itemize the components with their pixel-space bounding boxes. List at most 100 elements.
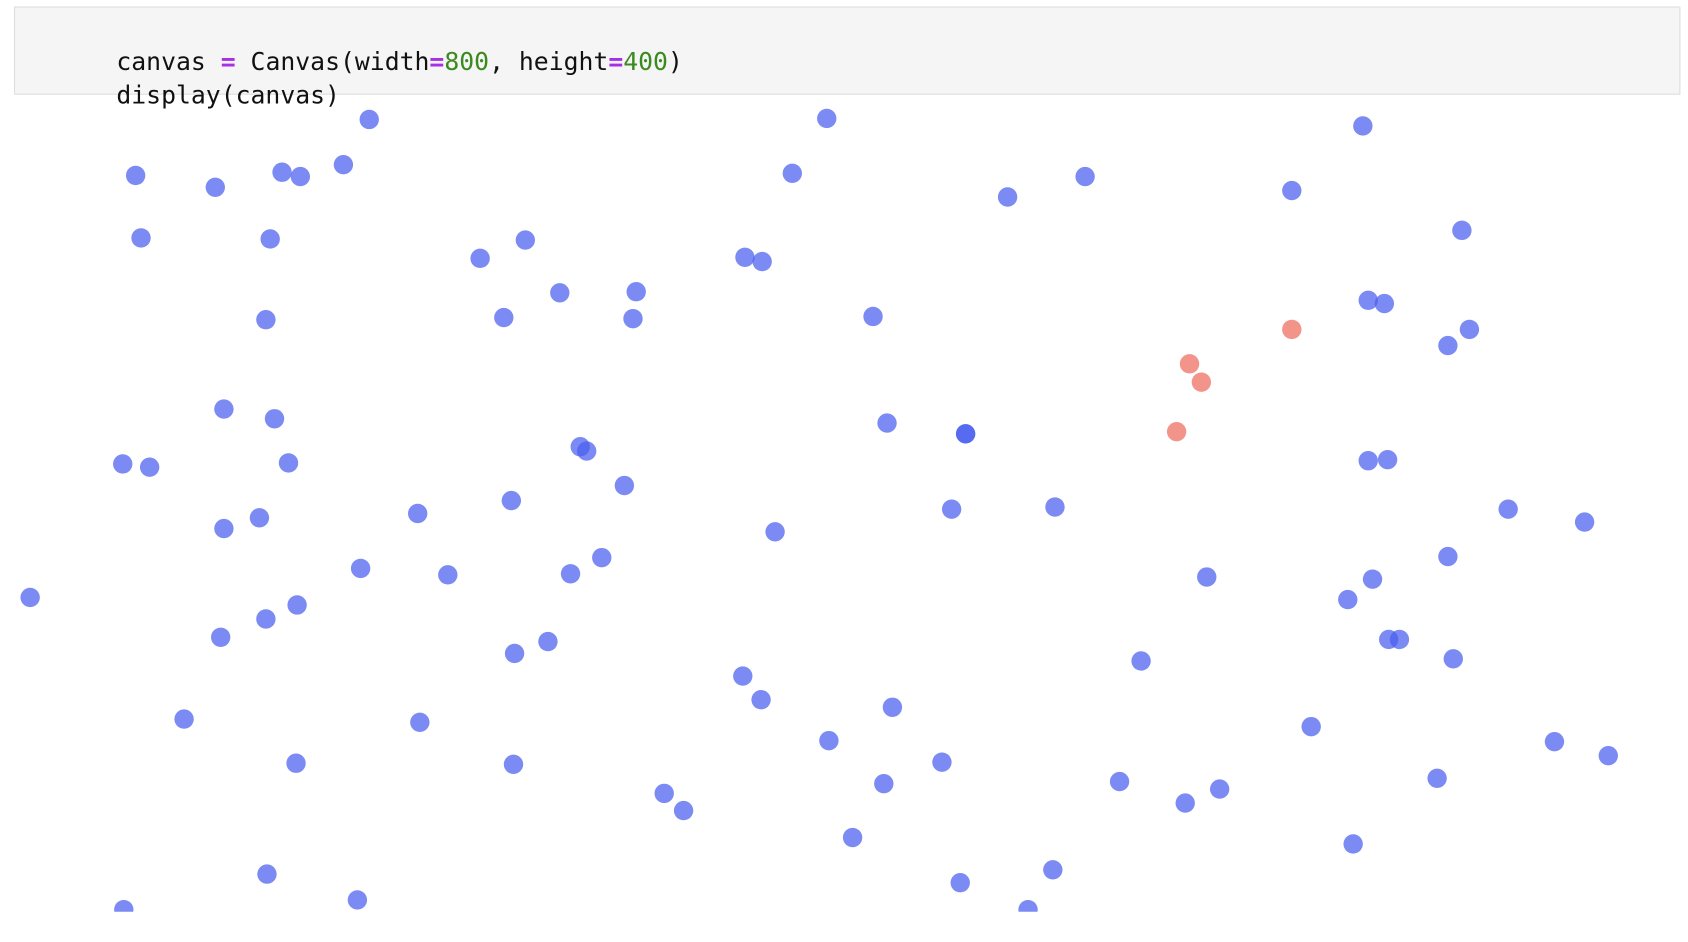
dot: [1282, 319, 1302, 340]
dot: [882, 697, 903, 717]
dot: [1438, 335, 1458, 356]
dot: [782, 163, 802, 184]
dot: [438, 565, 458, 585]
dot: [125, 165, 146, 186]
dot: [550, 283, 570, 303]
dot: [1109, 771, 1130, 792]
code-token: ): [667, 48, 683, 77]
dot: [626, 282, 646, 302]
dot: [1343, 834, 1363, 854]
code-line: canvas = Canvas(width=800, height=400): [27, 20, 683, 104]
dot: [515, 230, 536, 250]
dot: [673, 800, 694, 821]
dot: [733, 666, 753, 686]
dot: [256, 609, 276, 629]
dot: [113, 454, 133, 474]
dot: [1377, 449, 1398, 470]
dot: [1197, 567, 1217, 587]
dot: [1043, 860, 1063, 880]
code-token: Canvas(width: [235, 48, 430, 77]
dot: [842, 827, 863, 848]
dot: [1075, 166, 1095, 187]
code-token: =: [429, 48, 445, 77]
dot: [210, 627, 231, 647]
dot: [257, 864, 277, 884]
dot: [1452, 220, 1472, 241]
dot: [538, 631, 558, 652]
dot: [1209, 779, 1230, 799]
dot: [407, 503, 428, 524]
dot: [751, 690, 771, 710]
code-token: =: [220, 48, 236, 77]
code-cell[interactable]: canvas = Canvas(width=800, height=400) d…: [13, 6, 1681, 110]
dot: [614, 475, 635, 496]
code-token: , height: [489, 48, 609, 77]
dot: [1438, 546, 1458, 567]
dot: [932, 752, 952, 772]
dot: [501, 490, 522, 511]
dot: [139, 457, 160, 477]
dot: [350, 558, 371, 579]
dot: [863, 306, 883, 327]
dot: [1301, 716, 1321, 737]
dot: [1362, 569, 1383, 589]
dot: [1282, 180, 1302, 201]
dot: [1459, 319, 1480, 340]
dot: [874, 774, 894, 794]
code-token: =: [608, 48, 624, 77]
dot: [1175, 793, 1195, 813]
dot: [735, 247, 755, 267]
dot: [287, 595, 307, 615]
dot: [623, 308, 643, 329]
dot: [20, 587, 40, 608]
dot: [260, 229, 280, 249]
dot: [1443, 649, 1463, 669]
dot: [1358, 290, 1378, 311]
dot: [1353, 116, 1373, 136]
dot: [1338, 589, 1358, 610]
dot: [264, 409, 285, 429]
dot: [941, 499, 962, 519]
dot: [1389, 629, 1410, 650]
dot: [272, 162, 292, 182]
dot: [503, 754, 524, 775]
dot: [950, 873, 970, 893]
dot: [205, 177, 225, 197]
dot: [359, 109, 379, 130]
dot: [654, 783, 674, 804]
dot: [765, 522, 785, 542]
dot: [1191, 372, 1212, 392]
code-token: 400: [623, 48, 668, 77]
dot: [290, 166, 311, 187]
dot: [214, 518, 234, 539]
dot: [1598, 746, 1618, 766]
dots: [20, 108, 1618, 912]
dot: [877, 413, 897, 433]
dot: [752, 251, 772, 272]
dot: [256, 310, 276, 330]
dot: [286, 753, 306, 773]
dot: [1131, 651, 1151, 671]
dot: [504, 643, 525, 664]
dot: [1498, 499, 1518, 519]
dot: [1358, 451, 1378, 471]
dot: [214, 399, 234, 419]
dot: [1427, 768, 1447, 788]
dot: [819, 730, 839, 751]
dot: [1018, 899, 1038, 912]
dot: [333, 155, 354, 175]
code-line: display(canvas): [27, 54, 340, 138]
dot: [1544, 732, 1565, 752]
dot: [347, 890, 368, 910]
dot: [1374, 293, 1395, 314]
dot: [1179, 354, 1200, 374]
dot: [955, 424, 976, 444]
dot: [470, 248, 490, 269]
dot: [131, 228, 151, 248]
dot: [1574, 512, 1595, 532]
dot: [577, 441, 597, 461]
code-token: display(canvas): [116, 81, 340, 110]
dot: [249, 508, 270, 528]
dot: [560, 564, 581, 584]
